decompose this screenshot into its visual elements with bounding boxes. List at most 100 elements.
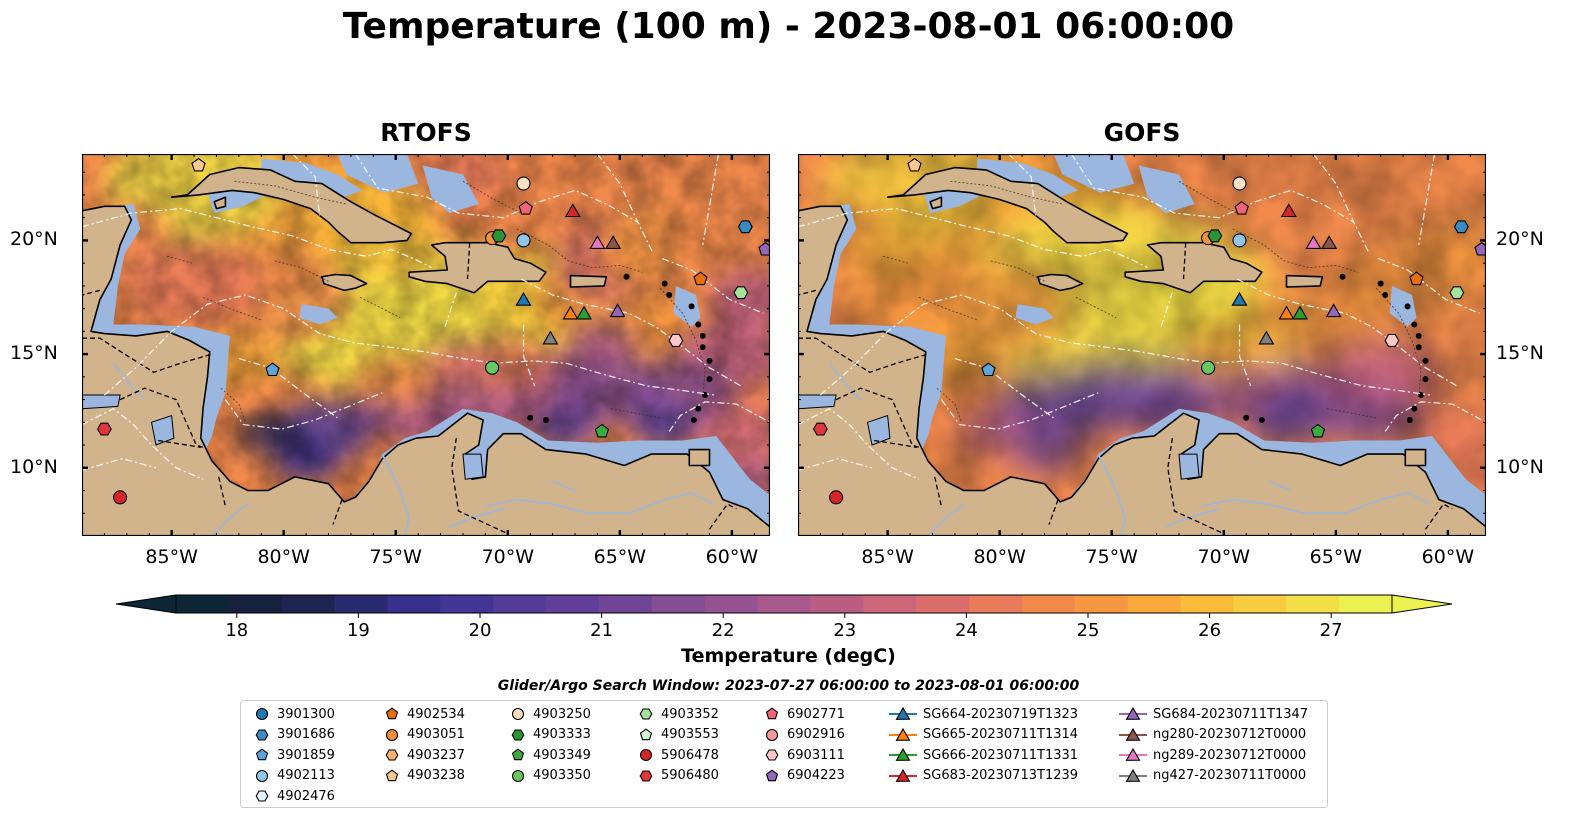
legend-item: 6903111 [763,745,845,765]
marker-6904223 [758,242,770,256]
marker-3901859 [265,362,280,377]
legend-item-label: SG666-20230711T1331 [923,747,1079,763]
legend-item: SG664-20230719T1323 [889,704,1078,724]
hexagon-marker-icon [255,790,269,802]
colorbar-tick-label: 25 [1076,620,1100,641]
marker-SG666-20230711T1331 [576,305,592,320]
land-jamaica [321,273,368,292]
bathymetry-contours [883,180,1422,423]
colorbar-tick-label: 21 [590,620,614,641]
marker-3901686 [737,220,753,234]
lon-tick-label: 65°W [1309,546,1363,568]
legend-item-label: SG665-20230711T1314 [923,727,1079,742]
marker-4902113 [1232,233,1247,248]
marker-5906478 [113,490,128,505]
legend-item: 5906478 [637,745,719,765]
lesser-antilles [1243,273,1429,424]
lon-tick-label: 75°W [1085,546,1138,568]
map-panel-gofs [798,154,1486,536]
country-borders [798,242,1453,535]
marker-SG666-20230711T1331 [1292,305,1308,320]
hexagon-marker-icon [639,769,653,782]
circle-marker-icon [511,769,525,782]
marker-3901686 [1453,220,1469,234]
circle-marker-icon [385,728,399,741]
legend-item: 4902476 [253,786,335,806]
legend-item: 6902771 [763,704,845,724]
colorbar-tick-label: 27 [1319,620,1343,641]
land-hispaniola [1124,241,1263,294]
legend-item-label: 3901300 [277,706,335,722]
marker-ng280-20230712T0000 [1321,235,1338,249]
marker-4903350 [485,360,500,375]
lat-tick-label-left: 20°N [10,228,58,251]
legend-item-label: ng289-20230712T0000 [1153,747,1307,763]
legend-item-label: 3901686 [277,727,335,742]
legend-item: ng427-20230711T0000 [1119,766,1306,786]
lon-tick-label: 75°W [369,546,422,568]
marker-4902113 [516,233,531,248]
colorbar-tick-label: 26 [1198,620,1222,641]
marker-4903352 [733,286,749,300]
legend-item-label: 4903238 [407,768,465,783]
colorbar [116,594,1452,618]
marker-5906480 [96,422,112,436]
marker-6903111 [668,333,684,347]
legend-item-label: 4902113 [277,768,335,783]
hexagon-marker-icon [255,728,269,741]
panel-title-gofs: GOFS [1103,118,1181,147]
circle-marker-icon [511,707,525,721]
triangle-marker-icon [889,768,917,782]
circle-marker-icon [255,769,269,782]
marker-4903349 [594,423,610,438]
marker-4903350 [1201,360,1216,375]
marker-4902534 [1409,271,1424,286]
lat-tick-label-left: 15°N [10,342,58,365]
hexagon-marker-icon [765,749,779,761]
legend-item-label: 6902771 [787,706,845,722]
map-panel-rtofs [82,154,770,536]
legend-item-label: 4903349 [533,747,591,763]
legend-item-label: 4903250 [533,706,591,722]
marker-3901859 [981,362,996,377]
legend-item-label: 5906480 [661,768,719,783]
legend-item: 3901300 [253,704,335,724]
land-hispaniola [408,241,547,294]
legend-item: SG683-20230713T1239 [889,766,1078,786]
marker-SG665-20230711T1314 [562,305,579,320]
legend-item: 5906480 [637,766,719,786]
marker-6903111 [1384,333,1400,347]
legend-item-label: 6903111 [787,747,845,763]
land [82,154,770,536]
colorbar-label: Temperature (degC) [681,645,896,667]
triangle-marker-icon [889,747,917,761]
country-borders [82,242,737,535]
legend-item: SG684-20230711T1347 [1119,704,1308,724]
land-jamaica [1037,273,1084,292]
lon-tick-label: 60°W [705,546,759,568]
legend-item-label: 5906478 [661,747,719,763]
legend-item: 3901686 [253,725,335,745]
land-trinidad [1404,448,1427,467]
lon-tick-label: 70°W [1197,546,1251,568]
marker-ng427-20230711T0000 [1258,330,1275,345]
land [798,154,1486,536]
legend-item: 6902916 [763,725,845,745]
marker-4903238 [907,157,922,172]
legend-item-label: 4903553 [661,727,719,742]
legend-item: 4903352 [637,704,719,724]
legend-item-label: 4903352 [661,706,719,722]
lat-tick-label-right: 15°N [1496,342,1544,365]
observation-markers [812,157,1486,505]
triangle-marker-icon [1119,747,1147,761]
bathymetry-contours [167,180,706,423]
legend-item: ng289-20230712T0000 [1119,745,1306,765]
hexagon-marker-icon [639,708,653,720]
legend-item-label: 6904223 [787,768,845,783]
marker-SG683-20230713T1239 [564,203,581,218]
legend-item: 3901859 [253,745,335,765]
marker-4903349 [1310,423,1326,438]
pentagon-marker-icon [765,769,779,781]
land-isla_juventud [213,196,227,210]
legend-item: SG665-20230711T1314 [889,725,1078,745]
